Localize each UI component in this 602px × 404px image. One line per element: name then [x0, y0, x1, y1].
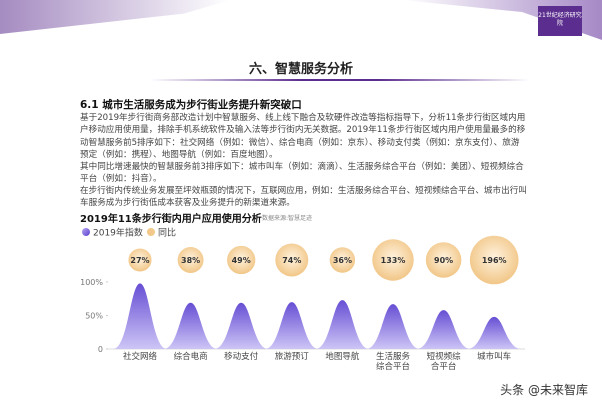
section-heading: 6.1 城市生活服务成为步行街业务提升新突破口	[80, 99, 302, 111]
legend-label: 同比	[158, 227, 176, 239]
bubble	[469, 235, 519, 285]
bubble	[177, 247, 204, 273]
peak	[366, 304, 420, 349]
x-tick-label: 社交网络	[122, 352, 157, 362]
x-tick-label: 地图导航	[325, 352, 360, 362]
x-tick-label: 生活服务综合平台	[375, 352, 410, 372]
data-label: 38%	[181, 256, 200, 265]
data-label: 133%	[381, 256, 406, 265]
bubble	[329, 247, 356, 273]
data-label: 36%	[333, 256, 352, 265]
peak	[113, 283, 167, 349]
peak	[315, 300, 370, 349]
page-title: 六、智慧服务分析	[248, 62, 353, 77]
chart-source: 数据来源:智慧足迹	[262, 215, 313, 222]
data-label: 49%	[232, 256, 251, 265]
data-label: 74%	[282, 256, 301, 265]
watermark: 头条 @未来智库	[500, 383, 588, 397]
data-label: 90%	[434, 256, 453, 265]
x-tick-label: 旅游预订	[274, 352, 309, 362]
logo: 21世纪经济研究院	[538, 6, 582, 36]
x-tick-label: 移动支付	[224, 352, 259, 362]
paragraph: 基于2019年步行街商务部改造计划中智慧服务、线上线下融合及软硬件改造等指标指导…	[80, 113, 526, 160]
legend-label: 2019年指数	[93, 227, 143, 239]
legend-swatch	[147, 228, 155, 236]
bubble	[275, 243, 309, 277]
peak	[264, 302, 319, 349]
x-tick-label: 短视频综合平台	[426, 352, 461, 372]
chart-title: 2019年11条步行街内用户应用使用分析	[80, 214, 262, 225]
data-label: 27%	[130, 256, 149, 265]
bubble	[227, 245, 256, 275]
bubble	[128, 248, 152, 272]
peak	[214, 302, 269, 349]
legend-swatch	[82, 228, 90, 236]
bubble	[372, 239, 414, 281]
paragraph: 在步行街内传统业务发展至坪效瓶颈的情况下，互联网应用，例如：生活服务综合平台、短…	[80, 186, 527, 209]
peak	[163, 302, 218, 349]
x-tick-label: 综合电商	[173, 352, 208, 362]
peak	[467, 316, 522, 349]
bubble	[425, 242, 462, 278]
title-underline	[150, 79, 530, 81]
y-tick-label: 0	[98, 345, 103, 354]
peak	[416, 310, 471, 349]
y-tick-label: 50%	[85, 312, 103, 321]
paragraph: 其中同比增速最快的智慧服务前3排序如下：城市叫车（例如：滴滴）、生活服务综合平台…	[80, 162, 524, 185]
y-tick-label: 100%	[80, 278, 103, 287]
x-tick-label: 城市叫车	[477, 352, 512, 362]
data-label: 196%	[482, 256, 507, 265]
